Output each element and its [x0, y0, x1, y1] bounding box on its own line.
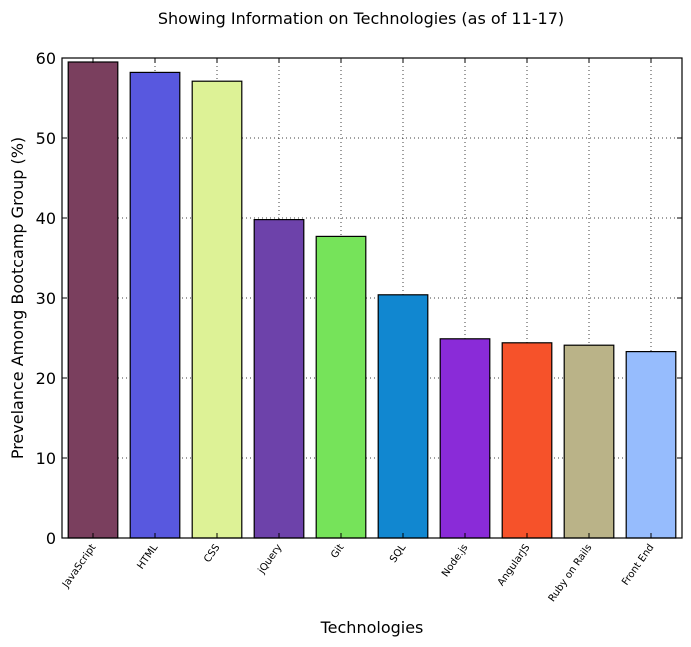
bar-html [129, 71, 181, 539]
x-tick-label: Front End [620, 542, 656, 587]
y-tick-label: 30 [36, 289, 56, 308]
chart-title: Showing Information on Technologies (as … [158, 9, 564, 28]
bar-angularjs [501, 342, 553, 539]
bar-css [191, 80, 243, 539]
x-tick-labels: JavaScript HTML CSS jQuery Git SQL Node.js Angu… [60, 542, 656, 604]
x-tick-label: Node.js [440, 542, 470, 579]
bar-javascript [67, 61, 119, 539]
y-tick-label: 50 [36, 129, 56, 148]
bar-jquery [253, 219, 305, 539]
x-tick-label: Git [329, 542, 346, 560]
x-tick-label: Ruby on Rails [547, 542, 595, 604]
x-tick-label: jQuery [256, 542, 285, 576]
y-tick-label: 20 [36, 369, 56, 388]
x-tick-label: CSS [202, 542, 222, 564]
y-axis-label: Prevelance Among Bootcamp Group (%) [8, 137, 27, 459]
plot-frame [61, 57, 683, 539]
y-tick-labels: 0 10 20 30 40 50 60 [36, 49, 56, 548]
x-axis-label: Technologies [320, 618, 424, 637]
bar-git [315, 235, 367, 539]
x-tick-label: SQL [388, 542, 409, 565]
bar-front-end [625, 351, 677, 539]
bar-ruby-on-rails [563, 344, 615, 539]
x-tick-label: JavaScript [60, 542, 98, 590]
x-tick-label: AngularJS [496, 542, 533, 588]
y-tick-label: 10 [36, 449, 56, 468]
bar-node-js [439, 338, 491, 539]
bar-sql [377, 294, 429, 539]
y-tick-label: 60 [36, 49, 56, 68]
x-tick-label: HTML [135, 542, 160, 571]
y-tick-label: 0 [46, 529, 56, 548]
y-tick-label: 40 [36, 209, 56, 228]
bars [67, 61, 677, 539]
